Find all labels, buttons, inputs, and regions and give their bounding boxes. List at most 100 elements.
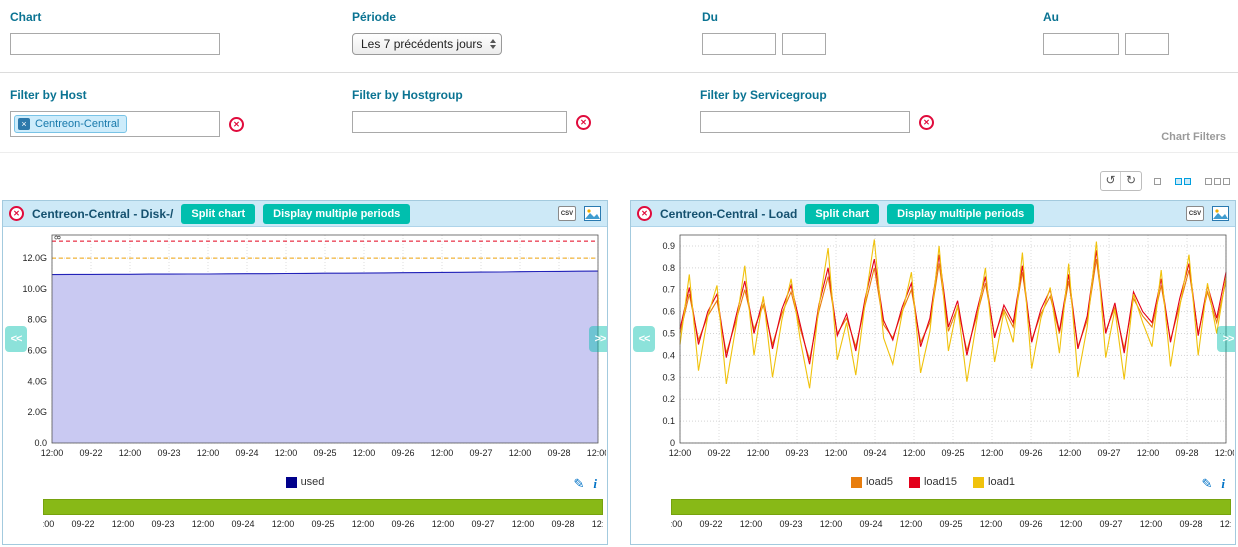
legend-color-swatch [908,476,920,488]
panel-close-icon[interactable]: ✕ [9,206,24,221]
timeline-tick-label: 12:00 [43,519,55,529]
svg-text:0.1: 0.1 [662,416,675,426]
chart-area: 12:00 09-22 12:00 09-23 12:00 09-24 12:00 09-25… [631,227,1235,465]
timeline-tick-label: 09-27 [1099,519,1123,529]
chart-filter-input[interactable] [10,33,220,55]
svg-text:12:00: 12:00 [903,448,926,458]
svg-text:0.2: 0.2 [662,394,675,404]
square-icon [1205,177,1212,185]
timeline-tick-label: 09-24 [859,519,883,529]
hostgroup-filter-input[interactable] [352,111,567,133]
host-filter-input[interactable]: × Centreon-Central [10,111,220,137]
timeline-tick-label: 09-28 [1179,519,1203,529]
au-date-input[interactable] [1043,33,1119,55]
host-chip-label: Centreon-Central [35,118,120,130]
layout-3col-icon[interactable] [1203,176,1232,187]
timeline-tick-label: 09-22 [71,519,95,529]
square-icon [1223,177,1230,185]
periode-select[interactable]: Les 7 précédents jours [352,33,503,55]
svg-text:09-23: 09-23 [157,448,180,458]
timeline-tick-label: 12:00 [671,519,683,529]
svg-text:09-26: 09-26 [1019,448,1042,458]
svg-text:0.9: 0.9 [662,241,675,251]
svg-text:12:00: 12:00 [587,448,606,458]
au-time-input[interactable] [1125,33,1169,55]
edit-chart-icon[interactable]: ✎ [573,476,585,491]
status-timeline-bar[interactable] [43,499,603,515]
legend-item-used[interactable]: used [285,476,324,488]
au-label: Au [1043,10,1059,24]
svg-text:0.6: 0.6 [662,307,675,317]
legend-item-load1[interactable]: load1 [973,476,1015,488]
chip-remove-icon[interactable]: × [18,118,30,130]
timeline-tick-label: 12:00 [1219,519,1231,529]
servicegroup-clear-icon[interactable]: ✕ [919,114,934,130]
svg-text:12:00: 12:00 [1059,448,1082,458]
scroll-right-button[interactable]: >> [1217,326,1235,352]
panel-header: ✕ Centreon-Central - Load Split chart Di… [631,201,1235,227]
square-icon [1214,177,1221,185]
layout-1col-icon[interactable] [1152,176,1163,187]
hostgroup-clear-icon[interactable]: ✕ [576,114,591,130]
chart-info-icon[interactable]: i [1221,476,1225,491]
timeline-tick-label: 09-22 [699,519,723,529]
display-multiple-periods-button[interactable]: Display multiple periods [887,203,1035,224]
svg-text:12:00: 12:00 [1215,448,1234,458]
legend-row: used ✎ i [3,471,607,493]
svg-text:0.8: 0.8 [662,263,675,273]
chart-filters-section-label: Chart Filters [1161,131,1226,143]
legend-item-load5[interactable]: load5 [851,476,893,488]
servicegroup-filter-input[interactable] [700,111,910,133]
timeline-tick-label: 12:00 [111,519,135,529]
svg-text:09-22: 09-22 [707,448,730,458]
svg-text:09-28: 09-28 [547,448,570,458]
du-field: Du [702,10,826,55]
refresh-cw-icon[interactable]: ↻ [1125,173,1137,187]
panel-title: Centreon-Central - Load [660,206,798,221]
panel-title: Centreon-Central - Disk-/ [32,206,174,221]
legend-color-swatch [851,476,863,488]
export-csv-icon[interactable]: CSV [558,206,576,221]
scroll-right-button[interactable]: >> [589,326,607,352]
edit-chart-icon[interactable]: ✎ [1201,476,1213,491]
panel-close-icon[interactable]: ✕ [637,206,652,221]
legend-label: load1 [988,476,1015,488]
du-time-input[interactable] [782,33,826,55]
chart-canvas[interactable]: 12:00 09-22 12:00 09-23 12:00 09-24 12:00 09-25… [632,227,1234,465]
section-divider [0,152,1238,153]
du-label: Du [702,10,718,24]
servicegroup-filter-field: Filter by Servicegroup ✕ [700,88,934,133]
select-arrows-icon [490,39,497,49]
chart-canvas[interactable]: 12:00 09-22 12:00 09-23 12:00 09-24 12:00 09-25… [4,227,606,465]
export-image-icon[interactable] [1212,206,1229,221]
timeline-tick-label: 12:00 [511,519,535,529]
timeline-axis-labels: 12:00 09-22 12:00 09-23 12:00 09-24 12:00 09-25… [43,518,603,532]
svg-text:12:00: 12:00 [1137,448,1160,458]
split-chart-button[interactable]: Split chart [805,203,880,224]
legend-color-swatch [973,476,985,488]
export-image-icon[interactable] [584,206,601,221]
svg-text:09-26: 09-26 [391,448,414,458]
host-chip[interactable]: × Centreon-Central [14,115,128,133]
refresh-ccw-icon[interactable]: ↺ [1101,172,1121,190]
chart-panel-disk: ✕ Centreon-Central - Disk-/ Split chart … [2,200,608,545]
filter-divider [0,72,1238,73]
timeline-tick-label: 12:00 [1059,519,1083,529]
svg-text:12:00: 12:00 [825,448,848,458]
chart-filter-label: Chart [10,10,42,24]
du-date-input[interactable] [702,33,776,55]
chart-info-icon[interactable]: i [593,476,597,491]
svg-text:2.0G: 2.0G [27,407,47,417]
scroll-left-button[interactable]: << [5,326,27,352]
scroll-left-button[interactable]: << [633,326,655,352]
timeline-tick-label: 09-24 [231,519,255,529]
layout-2col-icon[interactable] [1173,176,1193,187]
legend-item-load15[interactable]: load15 [908,476,957,488]
host-clear-icon[interactable]: ✕ [229,116,244,132]
export-csv-icon[interactable]: CSV [1186,206,1204,221]
status-timeline-bar[interactable] [671,499,1231,515]
panel-header: ✕ Centreon-Central - Disk-/ Split chart … [3,201,607,227]
timeline-tick-label: 12:00 [431,519,455,529]
display-multiple-periods-button[interactable]: Display multiple periods [263,203,411,224]
split-chart-button[interactable]: Split chart [181,203,256,224]
